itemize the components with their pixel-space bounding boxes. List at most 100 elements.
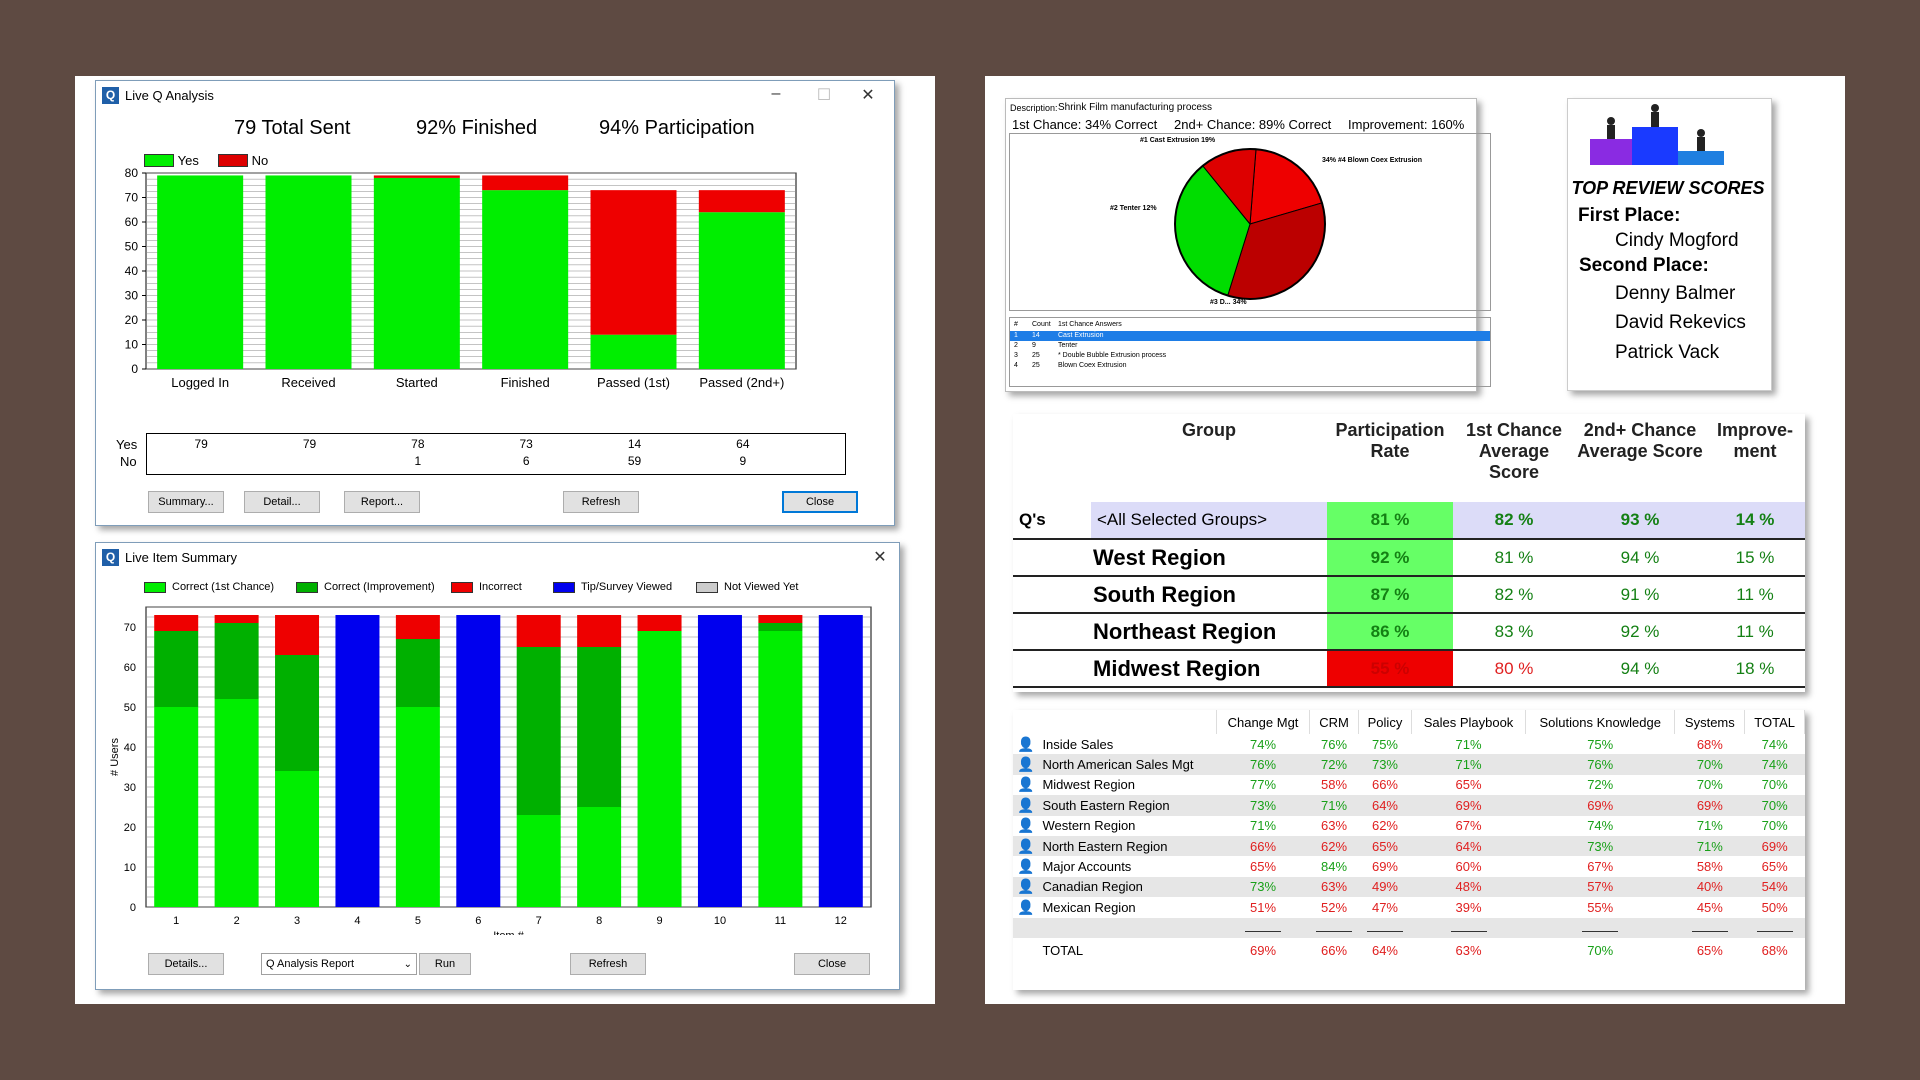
score-cell: 63%: [1321, 879, 1348, 895]
bar-yes: [265, 175, 352, 369]
divider: [1450, 931, 1487, 933]
total-cell: 66%: [1321, 943, 1348, 959]
yes-count: 64: [736, 437, 750, 451]
close-icon[interactable]: ✕: [873, 549, 887, 566]
legend-swatch: [296, 581, 318, 593]
x-tick-label: Finished: [501, 375, 550, 390]
table-row[interactable]: 👤 Midwest Region 77% 58% 66% 65% 72% 70% 70%: [1013, 774, 1805, 796]
close-button[interactable]: Close: [794, 953, 870, 975]
detail-button[interactable]: Detail...: [244, 491, 320, 513]
group-row[interactable]: Northeast Region 86 % 83 % 92 % 11 %: [1013, 613, 1805, 650]
summary-button[interactable]: Summary...: [148, 491, 224, 513]
score-cell: 62%: [1371, 818, 1398, 834]
score-cell: 50%: [1761, 899, 1788, 915]
report-button[interactable]: Report...: [344, 491, 420, 513]
group-table-body: Q's <All Selected Groups> 81 % 82 % 93 % 14 %…: [1013, 502, 1805, 687]
user-group-icon: 👤: [1017, 817, 1035, 834]
legend-item: Tip/Survey Viewed: [553, 581, 672, 593]
group-row[interactable]: South Region 87 % 82 % 91 % 11 %: [1013, 576, 1805, 613]
region-name: Major Accounts: [1042, 859, 1132, 875]
col-improvement: Improve-ment: [1716, 420, 1794, 461]
legend-item: Not Viewed Yet: [696, 581, 798, 593]
x-tick-label: 5: [415, 915, 421, 927]
table-row[interactable]: 👤 South Eastern Region 73% 71% 64% 69% 69% 69% 7…: [1013, 795, 1805, 816]
x-tick-label: Passed (2nd+): [699, 375, 784, 390]
score-cell: 75%: [1371, 736, 1398, 752]
maximize-icon[interactable]: ☐: [816, 87, 832, 104]
x-tick-label: 12: [835, 915, 847, 927]
bar-segment: [335, 615, 380, 907]
table-row[interactable]: 👤 Inside Sales 74% 76% 75% 71% 75% 68% 74%: [1013, 734, 1805, 755]
close-button[interactable]: Close: [782, 491, 858, 513]
legend-label: Correct (1st Chance): [172, 581, 275, 593]
score-cell: 70%: [1696, 757, 1723, 773]
bar-segment: [758, 615, 803, 623]
table-row[interactable]: 👤 North American Sales Mgt 76% 72% 73% 71% 76%…: [1013, 754, 1805, 775]
score-cell: 76%: [1587, 757, 1614, 773]
divider: [1245, 931, 1282, 933]
bar-yes: [482, 190, 569, 369]
user-group-icon: 👤: [1017, 837, 1035, 854]
table-row[interactable]: 👤 Western Region 71% 63% 62% 67% 74% 71% 70%: [1013, 815, 1805, 836]
total-label: TOTAL: [1042, 943, 1084, 959]
bar-segment: [577, 647, 622, 807]
score-cell: 72%: [1587, 777, 1614, 793]
table-row[interactable]: 👤 Canadian Region 73% 63% 49% 48% 57% 40% 54%: [1013, 876, 1805, 898]
region-table-body: 👤 Inside Sales 74% 76% 75% 71% 75% 68% 74% 👤 North…: [1013, 734, 1805, 964]
total-cell: 68%: [1761, 943, 1788, 959]
bar-segment: [395, 707, 440, 907]
details-button[interactable]: Details...: [148, 953, 224, 975]
score-cell: 70%: [1696, 777, 1723, 793]
region-col-header: Sales Playbook: [1411, 710, 1527, 734]
pie-window: Description: Shrink Film manufacturing p…: [1005, 98, 1491, 392]
pie-label: 34% #4 Blown Coex Extrusion: [1322, 157, 1422, 164]
item-summary-chart: 010203040506070123456789101112Item ## Us…: [109, 606, 872, 935]
pie-chart: #1 Cast Extrusion 19% 34% #4 Blown Coex E…: [1110, 137, 1422, 306]
group-row[interactable]: West Region 92 % 81 % 94 % 15 %: [1013, 539, 1805, 576]
group-row[interactable]: Q's <All Selected Groups> 81 % 82 % 93 % 14 %: [1013, 502, 1805, 539]
table-row[interactable]: 👤 North Eastern Region 66% 62% 65% 64% 73% 71% 6…: [1013, 835, 1805, 857]
table-row[interactable]: 👤 Major Accounts 65% 84% 69% 60% 67% 58% 65%: [1013, 856, 1805, 877]
legend-label: Incorrect: [479, 581, 522, 593]
score-cell: 64%: [1371, 797, 1398, 813]
divider-cell: [1310, 918, 1359, 938]
score-cell: 71%: [1250, 818, 1277, 834]
x-tick-label: 6: [475, 915, 481, 927]
score-cell: 65%: [1250, 859, 1277, 875]
region-header-row: Change Mgt CRM Policy Sales Playbook Solutio…: [1013, 710, 1805, 734]
table-row[interactable]: 👤 Mexican Region 51% 52% 47% 39% 55% 45% 50%: [1013, 897, 1805, 918]
minimize-icon[interactable]: –: [771, 85, 781, 102]
score-cell: 60%: [1455, 859, 1482, 875]
refresh-button[interactable]: Refresh: [563, 491, 639, 513]
divider-cell: [1675, 918, 1745, 938]
run-button[interactable]: Run: [419, 953, 471, 975]
y-tick-label: 10: [124, 862, 136, 874]
bar-segment: [395, 615, 440, 639]
pie-label: #2 Tenter 12%: [1110, 205, 1157, 212]
y-tick-label: 10: [125, 338, 139, 352]
improvement-cell: 11 %: [1736, 621, 1774, 641]
score-cell: 70%: [1761, 777, 1788, 793]
group-row[interactable]: Midwest Region 55 % 80 % 94 % 18 %: [1013, 650, 1805, 687]
group-name: South Region: [1093, 581, 1236, 607]
group-table-card: Group Participation Rate 1st Chance Aver…: [1013, 414, 1805, 692]
qs-label: Q's: [1019, 510, 1046, 529]
report-select-value: Q Analysis Report: [266, 958, 355, 970]
y-tick-label: 70: [124, 622, 136, 634]
close-icon[interactable]: ✕: [861, 87, 875, 104]
bar-segment: [275, 615, 320, 655]
answer-row-selected[interactable]: [1010, 331, 1490, 341]
answer-cell: * Double Bubble Extrusion process: [1058, 352, 1167, 359]
bar-segment: [214, 699, 259, 907]
report-select[interactable]: Q Analysis Report ⌄: [261, 953, 417, 975]
score-cell: 47%: [1371, 899, 1398, 915]
refresh-button[interactable]: Refresh: [570, 953, 646, 975]
region-col-header: Systems: [1674, 710, 1746, 734]
score-cell: 73%: [1250, 797, 1277, 813]
score-cell: 48%: [1455, 879, 1482, 895]
answer-cell: 9: [1032, 342, 1036, 349]
score-cell: 66%: [1250, 838, 1277, 854]
legend-swatch: [696, 581, 718, 593]
bar-segment: [516, 647, 561, 815]
no-count: 9: [739, 454, 747, 468]
